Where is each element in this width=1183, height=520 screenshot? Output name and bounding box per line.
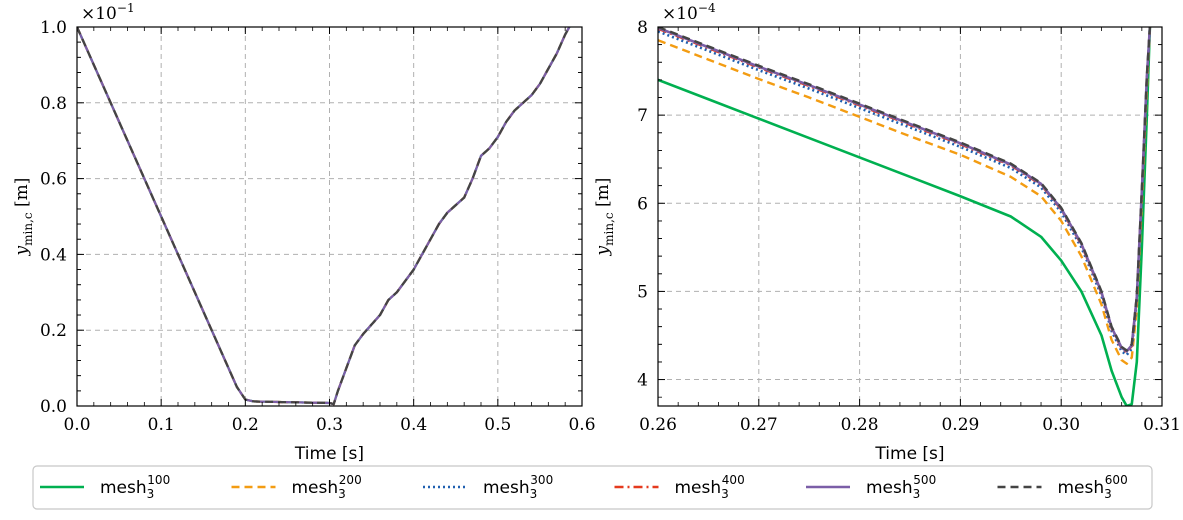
legend-label-100: mesh3100	[100, 473, 170, 501]
x-tick-label: 0.5	[484, 415, 511, 435]
right-panel: 0.26 0.27 0.28 0.29 0.30 0.31 4 5 6 7 8 ×10−4 Time […	[593, 1, 1181, 464]
y-tick-label: 0.8	[40, 94, 67, 114]
y-axis-title: ymin,c [m]	[12, 178, 35, 257]
series-line-mesh3_500	[658, 27, 1152, 353]
x-tick-label: 0.31	[1143, 415, 1181, 435]
legend: mesh3100 mesh3200 mesh3300 mesh3400 mesh3500…	[32, 465, 1153, 510]
x-tick-label: 0.6	[568, 415, 595, 435]
y-tick-label: 6	[637, 194, 648, 214]
x-tick-label: 0.1	[148, 415, 175, 435]
series-line-mesh3_600	[658, 27, 1152, 352]
x-tick-label: 0.4	[400, 415, 427, 435]
x-tick-label: 0.26	[639, 415, 677, 435]
sci-multiplier: ×10−1	[81, 1, 135, 24]
y-tick-label: 8	[637, 18, 648, 38]
x-tick-label: 0.3	[316, 415, 343, 435]
series-group	[77, 27, 571, 406]
series-line-mesh3_500	[77, 27, 571, 406]
y-tick-label: 0.0	[40, 397, 67, 417]
series-line-mesh3_200	[77, 27, 571, 406]
series-line-mesh3_400	[658, 27, 1152, 354]
y-tick-label: 5	[637, 282, 648, 302]
legend-label-600: mesh3600	[1058, 473, 1128, 501]
x-tick-label: 0.2	[232, 415, 259, 435]
series-line-mesh3_300	[77, 27, 571, 406]
y-axis-title: ymin,c [m]	[593, 178, 616, 257]
series-line-mesh3_600	[77, 27, 571, 406]
series-line-mesh3_300	[658, 27, 1152, 357]
series-line-mesh3_100	[77, 27, 571, 406]
y-tick-label: 0.2	[40, 321, 67, 341]
x-axis-title: Time [s]	[294, 444, 364, 464]
x-axis-title: Time [s]	[874, 444, 944, 464]
y-tick-label: 7	[637, 106, 648, 126]
series-line-mesh3_200	[658, 27, 1152, 365]
series-line-mesh3_400	[77, 27, 571, 406]
series-group	[658, 27, 1152, 406]
series-line-mesh3_100	[658, 27, 1152, 406]
x-tick-label: 0.0	[63, 415, 90, 435]
x-tick-label: 0.28	[841, 415, 879, 435]
x-tick-label: 0.29	[941, 415, 979, 435]
legend-box	[32, 465, 1153, 510]
sci-multiplier: ×10−4	[662, 1, 716, 24]
y-tick-label: 4	[637, 371, 648, 391]
plot-frame	[657, 26, 1163, 407]
left-panel: 0.0 0.1 0.2 0.3 0.4 0.5 0.6 0.0 0.2 0.4 0.6 0.8 1.0 ×…	[12, 1, 596, 464]
y-tick-label: 0.6	[40, 170, 67, 190]
y-tick-label: 0.4	[40, 245, 67, 265]
x-tick-label: 0.30	[1042, 415, 1080, 435]
legend-label-200: mesh3200	[292, 473, 362, 501]
legend-label-500: mesh3500	[866, 473, 936, 501]
y-tick-label: 1.0	[40, 18, 67, 38]
legend-label-400: mesh3400	[675, 473, 745, 501]
x-tick-label: 0.27	[740, 415, 778, 435]
legend-label-300: mesh3300	[483, 473, 553, 501]
